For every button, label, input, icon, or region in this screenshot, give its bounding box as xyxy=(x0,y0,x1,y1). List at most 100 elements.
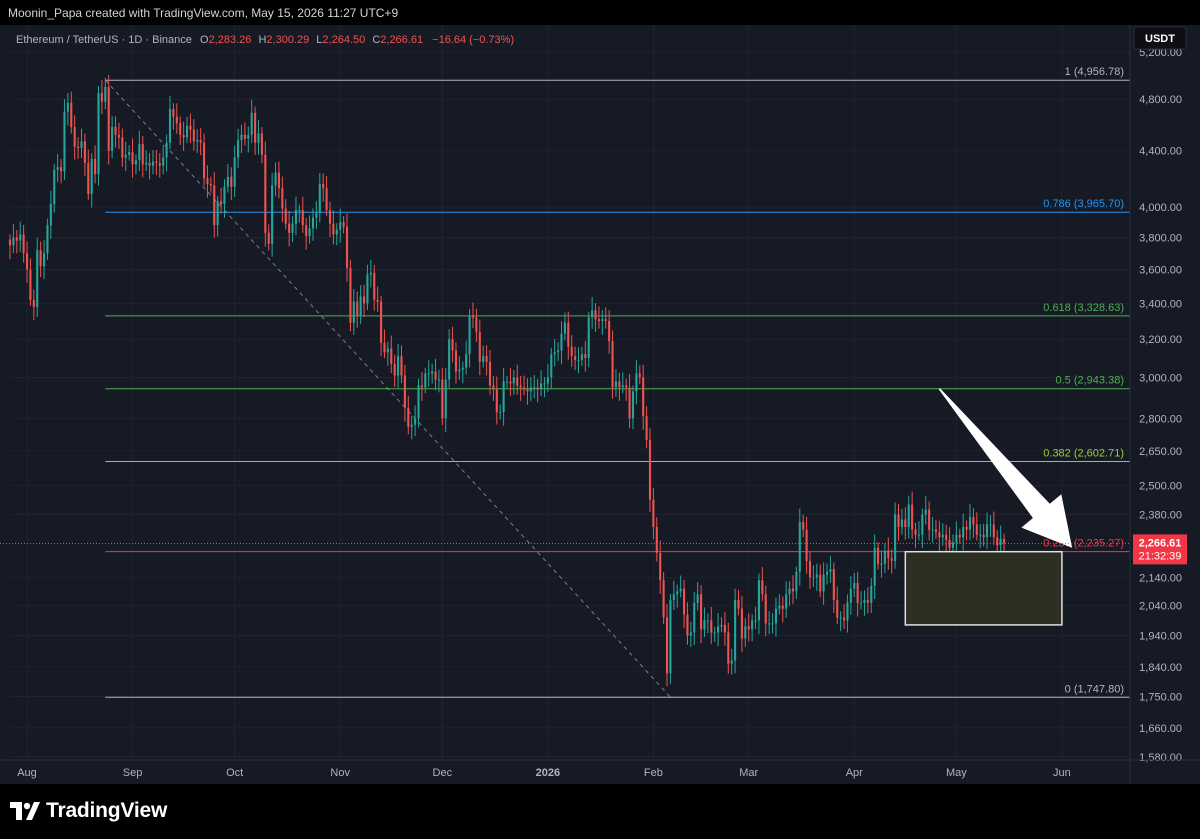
candle-body xyxy=(659,553,662,581)
candle xyxy=(516,364,519,395)
legend-o-value: 2,283.26 xyxy=(209,34,252,46)
candle-body xyxy=(182,134,185,138)
candle xyxy=(434,358,437,391)
candle xyxy=(631,385,635,430)
tradingview-logo[interactable]: TradingView xyxy=(10,798,167,824)
candle-body xyxy=(706,620,709,622)
candle xyxy=(311,208,315,241)
candle-body xyxy=(904,519,907,528)
candle xyxy=(540,370,543,397)
candle-body xyxy=(962,527,965,538)
candle-body xyxy=(979,534,982,536)
candle xyxy=(49,190,52,239)
candle-body xyxy=(669,599,672,674)
candle-body xyxy=(546,377,549,384)
candle-body xyxy=(819,574,822,592)
candle xyxy=(526,378,529,405)
tradingview-logo-icon xyxy=(10,802,40,820)
candle xyxy=(243,122,246,146)
candle-body xyxy=(410,424,413,427)
candle xyxy=(366,264,369,311)
chart-svg[interactable]: 1 (4,956.78) 0.786 (3,965.70) 0.618 (3,328… xyxy=(0,25,1200,784)
x-tick-label: Mar xyxy=(739,767,758,779)
candle xyxy=(546,363,549,392)
candle-body xyxy=(288,223,291,233)
candle-body xyxy=(260,133,263,155)
x-tick-label: Jun xyxy=(1053,767,1071,779)
candle xyxy=(968,503,972,540)
candle xyxy=(352,289,355,335)
candle xyxy=(301,196,304,233)
chart-frame[interactable]: 1 (4,956.78) 0.786 (3,965.70) 0.618 (3,328… xyxy=(0,25,1200,784)
candle-body xyxy=(495,389,498,412)
candle-body xyxy=(958,534,961,538)
candle xyxy=(254,106,257,155)
candle-body xyxy=(87,162,90,194)
candle xyxy=(294,196,298,236)
candle-body xyxy=(257,133,260,143)
candle-body xyxy=(693,602,696,633)
candle-body xyxy=(727,632,730,664)
candle-body xyxy=(951,542,955,548)
candle xyxy=(870,578,873,613)
candle-body xyxy=(989,524,992,526)
candle xyxy=(907,495,910,539)
candle xyxy=(444,368,447,433)
candle-body xyxy=(778,605,781,609)
candle-body xyxy=(781,605,784,609)
candle xyxy=(689,621,692,647)
candle-body xyxy=(757,580,760,621)
candle-body xyxy=(465,354,468,368)
arrow-shape xyxy=(938,388,1073,548)
candle-body xyxy=(284,208,287,224)
fib-label-0: 0 (1,747.80) xyxy=(1065,683,1124,695)
candle-body xyxy=(1002,539,1006,544)
candle-body xyxy=(427,373,430,375)
candle-body xyxy=(754,620,757,622)
candle-body xyxy=(870,585,873,603)
grid xyxy=(10,25,1130,760)
candle-body xyxy=(226,176,229,187)
candle-body xyxy=(645,416,648,440)
candle-body xyxy=(846,602,849,621)
candle xyxy=(448,329,451,388)
candle xyxy=(400,345,403,384)
candle-body xyxy=(308,228,311,236)
candle-body xyxy=(209,183,212,186)
candle xyxy=(604,307,607,329)
candle-body xyxy=(938,532,941,538)
candle-body xyxy=(213,185,216,226)
candle xyxy=(696,582,699,611)
candle xyxy=(614,369,618,397)
candle xyxy=(512,369,515,395)
candle xyxy=(574,346,577,371)
y-tick-label: 1,750.00 xyxy=(1139,692,1182,704)
candle-body xyxy=(141,144,144,165)
candle xyxy=(29,258,32,306)
candle-body xyxy=(877,547,880,564)
candle-body xyxy=(720,624,723,627)
candle xyxy=(151,150,155,175)
y-tick-label: 4,000.00 xyxy=(1139,202,1182,214)
candle xyxy=(465,340,468,375)
x-tick-label: Apr xyxy=(846,767,863,779)
candle xyxy=(454,342,458,384)
candle-body xyxy=(478,331,481,362)
candle xyxy=(410,415,413,440)
tradingview-logo-text: TradingView xyxy=(46,799,168,822)
candle xyxy=(584,340,587,372)
candle xyxy=(866,587,869,614)
candle-body xyxy=(829,569,832,572)
fib-label-0.382: 0.382 (2,602.71) xyxy=(1043,448,1124,460)
candle-body xyxy=(362,296,366,304)
candle xyxy=(431,363,434,384)
candle-body xyxy=(254,112,257,143)
candle xyxy=(97,86,100,186)
currency-badge[interactable]: USDT xyxy=(1133,26,1187,50)
candle xyxy=(100,80,103,115)
candle-body xyxy=(917,534,920,536)
candle xyxy=(842,604,846,629)
candle-body xyxy=(131,152,134,165)
candle-body xyxy=(999,539,1002,546)
candle xyxy=(740,596,743,653)
